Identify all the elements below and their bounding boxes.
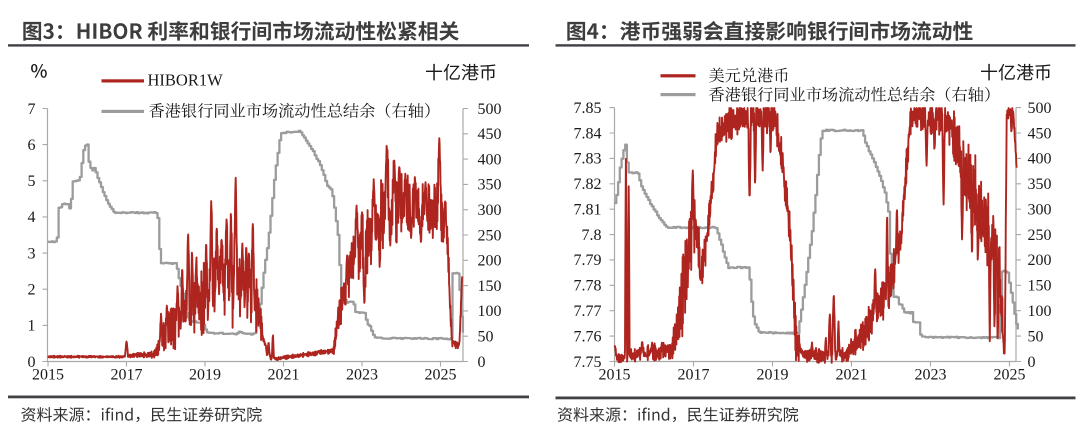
svg-text:HIBOR1W: HIBOR1W — [148, 71, 224, 90]
svg-text:7.76: 7.76 — [574, 328, 602, 345]
svg-text:100: 100 — [478, 303, 502, 320]
svg-text:300: 300 — [1028, 202, 1052, 219]
svg-text:350: 350 — [478, 177, 502, 194]
svg-text:0: 0 — [1028, 354, 1036, 371]
svg-text:50: 50 — [1028, 328, 1044, 345]
svg-text:4: 4 — [28, 209, 36, 226]
svg-text:250: 250 — [1028, 227, 1052, 244]
svg-text:2025: 2025 — [425, 367, 457, 384]
svg-text:7.78: 7.78 — [574, 278, 602, 295]
svg-text:2023: 2023 — [346, 367, 378, 384]
svg-text:2019: 2019 — [189, 367, 221, 384]
svg-text:400: 400 — [478, 151, 502, 168]
svg-text:6: 6 — [28, 137, 36, 154]
svg-text:2: 2 — [28, 282, 36, 299]
svg-text:2023: 2023 — [915, 367, 947, 384]
svg-text:150: 150 — [478, 278, 502, 295]
svg-text:250: 250 — [478, 227, 502, 244]
svg-text:0: 0 — [478, 354, 486, 371]
svg-text:200: 200 — [1028, 252, 1052, 269]
svg-text:7.85: 7.85 — [574, 100, 602, 117]
svg-text:7.82: 7.82 — [574, 176, 602, 193]
svg-text:7: 7 — [28, 101, 36, 118]
svg-text:2015: 2015 — [599, 367, 631, 384]
svg-text:300: 300 — [478, 202, 502, 219]
svg-text:500: 500 — [478, 101, 502, 118]
svg-text:2025: 2025 — [994, 367, 1026, 384]
svg-text:150: 150 — [1028, 278, 1052, 295]
svg-text:500: 500 — [1028, 100, 1052, 117]
svg-text:100: 100 — [1028, 303, 1052, 320]
svg-text:7.8: 7.8 — [582, 227, 602, 244]
svg-text:2021: 2021 — [836, 367, 868, 384]
svg-text:5: 5 — [28, 173, 36, 190]
svg-text:200: 200 — [478, 253, 502, 270]
svg-text:7.77: 7.77 — [574, 303, 602, 320]
svg-text:7.81: 7.81 — [574, 202, 602, 219]
svg-text:2017: 2017 — [111, 367, 143, 384]
svg-text:400: 400 — [1028, 151, 1052, 168]
svg-text:7.75: 7.75 — [574, 354, 602, 371]
svg-text:7.84: 7.84 — [574, 125, 602, 142]
svg-text:2021: 2021 — [268, 367, 300, 384]
svg-text:7.83: 7.83 — [574, 151, 602, 168]
svg-text:2019: 2019 — [757, 367, 789, 384]
svg-text:450: 450 — [478, 126, 502, 143]
svg-text:7.79: 7.79 — [574, 252, 602, 269]
svg-text:0: 0 — [28, 354, 36, 371]
svg-text:2017: 2017 — [678, 367, 710, 384]
svg-text:2015: 2015 — [32, 367, 64, 384]
svg-text:350: 350 — [1028, 176, 1052, 193]
svg-text:3: 3 — [28, 245, 36, 262]
svg-text:1: 1 — [28, 318, 36, 335]
svg-text:450: 450 — [1028, 125, 1052, 142]
svg-text:50: 50 — [478, 329, 494, 346]
